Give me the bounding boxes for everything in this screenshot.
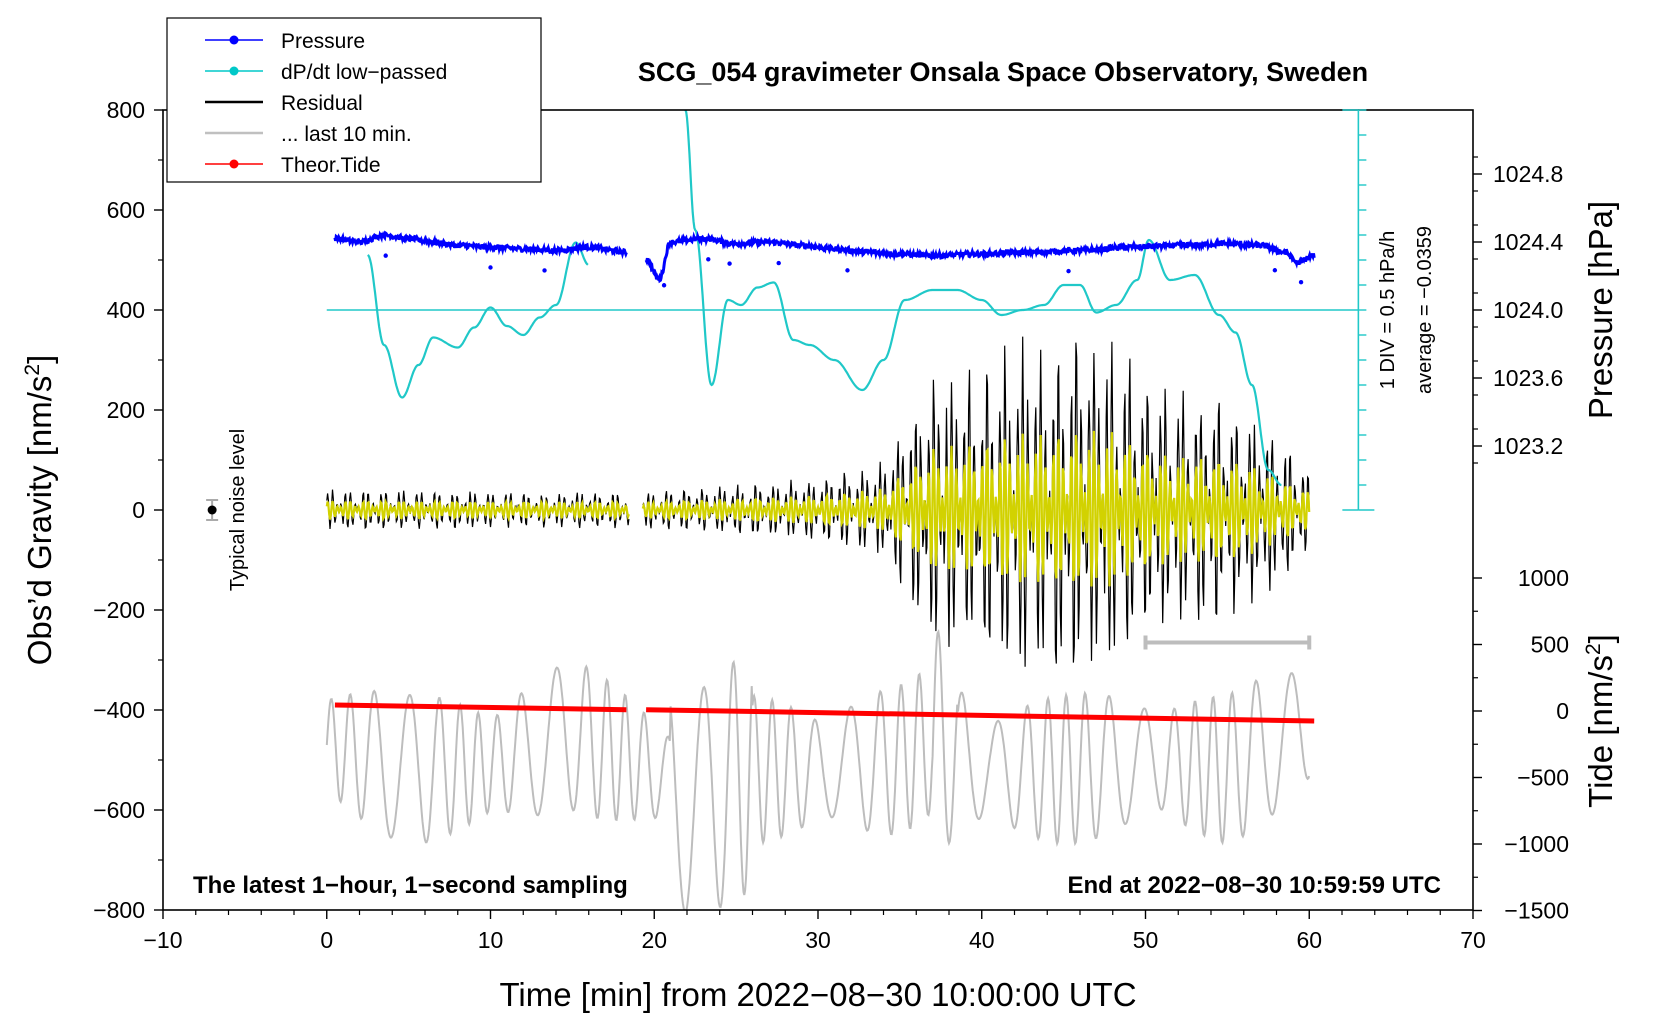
- y-tick-label: −800: [93, 897, 145, 923]
- x-axis-title: Time [min] from 2022−08−30 10:00:00 UTC: [499, 976, 1136, 1013]
- legend-swatch-marker: [229, 66, 239, 76]
- dpdt-line-segment-1: [367, 241, 589, 399]
- y-tick-label: 400: [107, 297, 145, 323]
- y-tick-label: −600: [93, 797, 145, 823]
- legend-label: Theor.Tide: [281, 154, 381, 177]
- chart-title: SCG_054 gravimeter Onsala Space Observat…: [638, 57, 1368, 87]
- pressure-outlier-dot: [661, 283, 667, 288]
- pressure-outlier-dot: [845, 268, 850, 273]
- legend-item: ... last 10 min.: [205, 123, 412, 146]
- y-tick-label: −400: [93, 697, 145, 723]
- theoretical-tide-series: [334, 702, 1315, 724]
- filtered-line-segment-2: [641, 430, 1311, 587]
- legend-label: ... last 10 min.: [281, 123, 412, 146]
- x-tick-label: 70: [1460, 927, 1486, 953]
- tide-tick-label: −1500: [1504, 898, 1569, 924]
- pressure-outlier-dot: [1066, 268, 1071, 274]
- dpdt-line-segment-2: [684, 110, 1282, 487]
- left-y-axis-ticks: 800 600 400 200 0 −200 −400 −600 −800: [93, 97, 163, 923]
- tide-tick-label: −1000: [1504, 831, 1569, 857]
- pressure-axis-ticks: 1024.8 1024.4 1024.0 1023.6 1023.2: [1473, 156, 1564, 464]
- pressure-outlier-dot: [383, 253, 388, 258]
- pressure-series: [333, 230, 1316, 288]
- x-tick-label: 60: [1296, 927, 1322, 953]
- tide-axis-title-sup: 2: [1582, 643, 1605, 655]
- tide-line-segment-1: [334, 702, 627, 713]
- pressure-tick-label: 1024.0: [1493, 297, 1563, 323]
- last-10-min-series: [325, 629, 1311, 910]
- sampling-annotation: The latest 1−hour, 1−second sampling: [193, 872, 628, 899]
- y-tick-label: 0: [132, 497, 145, 523]
- pressure-tick-label: 1023.2: [1493, 433, 1563, 459]
- tide-tick-label: 0: [1556, 698, 1569, 724]
- tide-axis-title-main: Tide [nm/s: [1582, 655, 1619, 808]
- left-y-axis-title-main: Obs’d Gravity [nm/s: [21, 376, 58, 666]
- y-tick-label: −200: [93, 597, 145, 623]
- tide-axis-title: Tide [nm/s2]: [1582, 634, 1619, 808]
- tide-line-segment-2: [646, 707, 1315, 724]
- x-tick-label: 10: [478, 927, 504, 953]
- pressure-line-segment-2: [644, 230, 1316, 284]
- end-time-annotation: End at 2022−08−30 10:59:59 UTC: [1067, 872, 1441, 899]
- left-y-axis-title-sup: 2: [21, 364, 44, 376]
- dpdt-scale-label: 1 DIV = 0.5 hPa/h: [1377, 231, 1399, 389]
- tide-axis-title-end: ]: [1582, 634, 1619, 643]
- legend-swatch-marker: [229, 35, 239, 45]
- y-tick-label: 800: [107, 97, 145, 123]
- filtered-residual-series: [325, 430, 1311, 587]
- pressure-outlier-dot: [727, 261, 732, 266]
- left-y-axis-title-end: ]: [21, 355, 58, 364]
- tide-tick-label: 500: [1531, 632, 1569, 658]
- legend-item: Residual: [205, 92, 363, 115]
- legend-box: [166, 17, 542, 183]
- legend-item: Pressure: [205, 30, 365, 53]
- pressure-tick-label: 1023.6: [1493, 365, 1563, 391]
- pressure-line-segment-1: [333, 230, 628, 260]
- noise-level-label: Typical noise level: [227, 429, 249, 591]
- pressure-outlier-dot: [776, 260, 781, 266]
- y-tick-label: 600: [107, 197, 145, 223]
- legend-label: Pressure: [281, 30, 365, 53]
- legend-label: dP/dt low−passed: [281, 61, 447, 84]
- noise-level-marker: [207, 505, 217, 515]
- legend-item: Theor.Tide: [205, 154, 381, 177]
- pressure-outlier-dot: [1272, 268, 1278, 273]
- legend-label: Residual: [281, 92, 363, 115]
- legend-item: dP/dt low−passed: [205, 61, 447, 84]
- y-tick-label: 200: [107, 397, 145, 423]
- x-tick-label: 20: [641, 927, 667, 953]
- legend: Pressure dP/dt low−passed Residual ... last…: [166, 17, 542, 183]
- pressure-outlier-dot: [1298, 279, 1304, 285]
- dpdt-average-label: average = −0.0359: [1414, 226, 1436, 394]
- tide-tick-label: −500: [1517, 765, 1569, 791]
- pressure-outlier-dot: [706, 257, 711, 262]
- dpdt-series: [326, 110, 1359, 487]
- left-y-axis-title: Obs’d Gravity [nm/s2]: [21, 355, 58, 666]
- last-10-min-line: [325, 629, 1311, 910]
- dpdt-scale-bar: [1342, 109, 1375, 511]
- x-tick-label: 50: [1133, 927, 1159, 953]
- pressure-tick-label: 1024.8: [1493, 161, 1563, 187]
- x-tick-label: −10: [143, 927, 182, 953]
- x-tick-label: 0: [320, 927, 333, 953]
- pressure-outlier-dot: [488, 265, 493, 270]
- x-tick-label: 30: [805, 927, 831, 953]
- tide-tick-label: 1000: [1518, 565, 1569, 591]
- chart-extras: [206, 499, 1312, 650]
- pressure-outlier-dot: [542, 268, 547, 273]
- x-axis-ticks: −10 0 10 20 30 40 50 60 70: [143, 910, 1486, 953]
- legend-swatch-marker: [229, 159, 239, 169]
- filtered-line-segment-1: [325, 498, 630, 523]
- tide-axis-ticks: 1000 500 0 −500 −1000 −1500: [1473, 565, 1569, 924]
- pressure-tick-label: 1024.4: [1493, 229, 1564, 255]
- x-tick-label: 40: [969, 927, 995, 953]
- pressure-axis-title: Pressure [hPa]: [1582, 201, 1619, 419]
